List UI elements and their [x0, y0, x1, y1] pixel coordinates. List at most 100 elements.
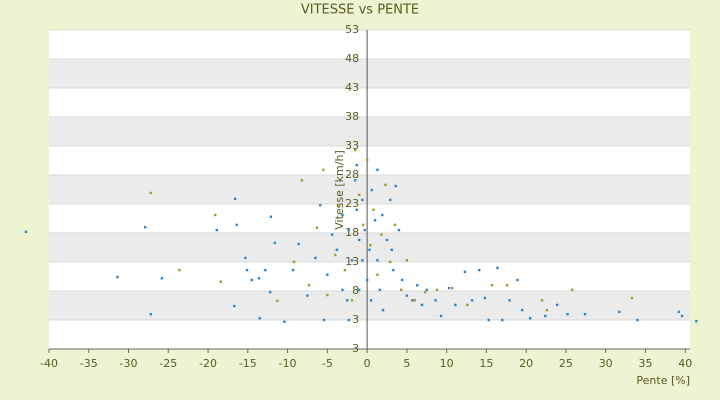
point	[545, 308, 549, 312]
point	[501, 318, 504, 322]
point	[361, 198, 364, 202]
point	[300, 179, 304, 182]
y-tick-label: 13	[345, 255, 359, 268]
point	[516, 278, 519, 282]
point	[434, 299, 437, 302]
point	[381, 213, 384, 217]
point	[496, 266, 499, 269]
point	[363, 228, 366, 232]
point	[508, 299, 511, 302]
point	[341, 288, 344, 292]
point	[334, 253, 337, 257]
point	[470, 299, 474, 302]
y-tick-label: 43	[345, 81, 359, 94]
point	[425, 288, 428, 292]
point	[314, 256, 317, 260]
point	[350, 259, 354, 262]
point	[392, 268, 395, 272]
point	[411, 299, 414, 302]
point	[680, 314, 684, 318]
x-tick-label: 5	[403, 357, 410, 370]
point	[397, 228, 401, 232]
point	[244, 256, 247, 260]
point	[483, 296, 487, 300]
y-tick-label: 3	[352, 313, 359, 326]
point	[447, 286, 451, 290]
point	[435, 288, 439, 292]
point	[257, 277, 261, 280]
point	[149, 313, 152, 316]
point	[347, 318, 351, 322]
point	[451, 286, 454, 290]
point	[350, 299, 354, 302]
point	[420, 303, 424, 307]
point	[528, 317, 532, 320]
y-tick-label: 3	[352, 342, 359, 355]
point	[618, 310, 621, 314]
point	[160, 277, 164, 280]
point	[376, 259, 379, 262]
point	[264, 268, 267, 272]
x-tick-label: -25	[159, 357, 177, 370]
point	[376, 273, 379, 276]
point	[384, 183, 387, 187]
point	[291, 268, 295, 272]
point	[273, 241, 277, 245]
point	[372, 208, 375, 211]
point	[376, 168, 379, 171]
point	[250, 278, 253, 282]
point	[630, 296, 634, 300]
point	[149, 191, 152, 195]
point	[583, 313, 587, 316]
point	[454, 303, 457, 307]
point	[335, 248, 339, 252]
point	[544, 314, 547, 318]
y-axis-label: Vitesse [km/h]	[333, 150, 346, 230]
point	[355, 208, 358, 211]
y-tick-label: 23	[345, 197, 359, 210]
point	[283, 320, 286, 323]
point	[388, 198, 392, 202]
point	[326, 293, 329, 297]
x-tick-label: 0	[364, 357, 371, 370]
point	[353, 179, 357, 182]
x-tick-label: 25	[559, 357, 573, 370]
point	[695, 319, 698, 323]
point	[490, 284, 494, 287]
x-tick-label: 40	[678, 357, 692, 370]
x-tick-label: 10	[440, 357, 454, 370]
x-tick-label: 35	[638, 357, 652, 370]
point	[365, 158, 369, 162]
point	[322, 318, 326, 322]
point	[381, 308, 385, 312]
y-tick-label: 28	[345, 168, 359, 181]
point	[307, 284, 311, 287]
point	[394, 184, 397, 188]
x-tick-label: -5	[322, 357, 333, 370]
point	[24, 230, 28, 234]
point	[245, 268, 249, 272]
point	[341, 213, 344, 217]
x-tick-label: -15	[239, 357, 257, 370]
point	[555, 303, 559, 307]
point	[571, 288, 574, 292]
point	[235, 223, 238, 227]
point	[369, 243, 372, 247]
point	[505, 284, 509, 287]
point	[322, 168, 325, 171]
point	[677, 310, 681, 314]
y-tick-label: 48	[345, 52, 359, 65]
plot-area	[48, 29, 690, 353]
point	[413, 299, 417, 302]
point	[357, 288, 361, 292]
point	[258, 317, 261, 320]
point	[520, 308, 524, 312]
x-axis-label: Pente [%]	[636, 374, 690, 387]
point	[353, 148, 357, 152]
point	[318, 203, 322, 207]
point	[385, 238, 389, 242]
point	[178, 268, 181, 272]
point	[388, 260, 392, 264]
point	[478, 268, 481, 272]
